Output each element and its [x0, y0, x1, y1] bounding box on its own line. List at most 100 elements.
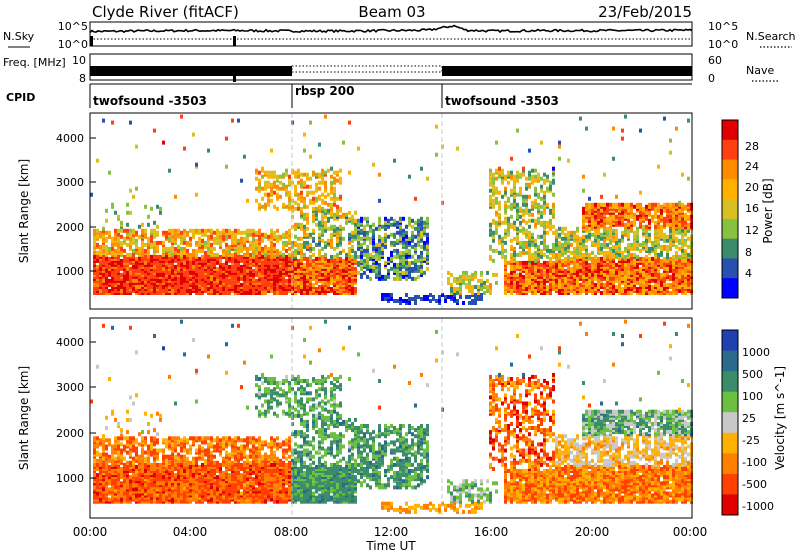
power-cell	[600, 194, 603, 199]
power-cell	[399, 236, 402, 241]
power-cell	[312, 170, 315, 175]
power-cell	[141, 285, 144, 289]
power-cell	[270, 182, 273, 187]
power-cell	[552, 192, 555, 197]
power-cell	[339, 224, 342, 229]
power-cell	[474, 297, 477, 301]
power-cell	[159, 254, 162, 259]
power-cell	[525, 176, 528, 181]
power-cell	[174, 254, 177, 259]
power-cell	[153, 282, 156, 287]
power-cell	[591, 264, 594, 269]
power-cell	[324, 214, 327, 219]
power-cell	[399, 297, 402, 301]
power-cell	[516, 192, 519, 197]
power-cell	[663, 287, 666, 291]
power-cell	[237, 246, 240, 251]
power-cell	[111, 246, 114, 251]
power-cell	[525, 250, 528, 255]
power-cell	[285, 168, 288, 173]
power-cell	[528, 170, 531, 175]
power-cell	[327, 240, 330, 245]
power-cell	[294, 184, 297, 189]
power-cell	[378, 216, 381, 221]
power-cell	[396, 248, 399, 253]
power-cell	[303, 172, 306, 177]
power-cell	[126, 202, 129, 207]
power-cell	[309, 232, 312, 237]
power-cell	[600, 260, 603, 265]
power-cell	[492, 272, 495, 277]
power-cell	[408, 220, 411, 225]
power-cell	[459, 278, 462, 283]
power-cell	[618, 220, 621, 225]
power-cell	[378, 234, 381, 239]
power-cell	[531, 204, 534, 209]
power-cell	[210, 285, 213, 289]
power-cell	[453, 287, 456, 291]
power-cell	[237, 254, 240, 259]
power-cell	[114, 210, 117, 215]
power-cell	[411, 224, 414, 229]
power-cell	[294, 222, 297, 227]
power-cell	[276, 276, 279, 281]
power-cell	[147, 285, 150, 289]
power-cell	[417, 226, 420, 231]
power-cell	[183, 146, 186, 151]
power-cell	[489, 289, 492, 293]
power-cell	[525, 240, 528, 245]
power-cell	[270, 244, 273, 249]
power-cell	[351, 230, 354, 235]
power-cell	[411, 266, 414, 271]
power-cell	[315, 256, 318, 261]
power-cell	[276, 192, 279, 197]
power-cell	[189, 252, 192, 257]
power-cell	[243, 252, 246, 257]
power-cell	[525, 260, 528, 265]
power-cell	[189, 228, 192, 233]
power-cell	[615, 285, 618, 289]
power-cell	[300, 182, 303, 187]
power-cell	[585, 202, 588, 207]
power-cell	[267, 198, 270, 203]
power-cell	[183, 270, 186, 275]
power-cell	[255, 246, 258, 251]
power-cell	[294, 252, 297, 257]
power-cell	[642, 224, 645, 229]
noise-sky-line	[89, 24, 693, 34]
power-cell	[405, 260, 408, 265]
power-cell	[297, 258, 300, 263]
power-cell	[258, 188, 261, 193]
power-cell	[231, 280, 234, 285]
power-cell	[180, 291, 183, 295]
power-cell	[618, 256, 621, 261]
power-cell	[606, 254, 609, 259]
power-cell	[363, 270, 366, 275]
power-cell	[357, 240, 360, 245]
power-cell	[567, 254, 570, 259]
power-cell	[270, 268, 273, 273]
power-cell	[516, 178, 519, 183]
power-cell	[636, 246, 639, 251]
power-cell	[540, 262, 543, 267]
power-cell	[549, 208, 552, 213]
power-cell	[279, 266, 282, 271]
power-cell	[234, 266, 237, 271]
power-cell	[507, 196, 510, 201]
power-cell	[192, 228, 195, 233]
power-cell	[624, 114, 627, 119]
power-cell	[99, 230, 102, 235]
power-cell	[516, 272, 519, 277]
power-cell	[243, 274, 246, 279]
power-cell	[519, 172, 522, 177]
power-cell	[402, 240, 405, 245]
power-cell	[666, 248, 669, 253]
power-cell	[258, 234, 261, 239]
power-cell	[270, 232, 273, 237]
power-cell	[594, 258, 597, 263]
power-cell	[675, 236, 678, 241]
power-cell	[177, 232, 180, 237]
power-cell	[186, 240, 189, 245]
power-cell	[129, 228, 132, 233]
power-cell	[168, 285, 171, 289]
